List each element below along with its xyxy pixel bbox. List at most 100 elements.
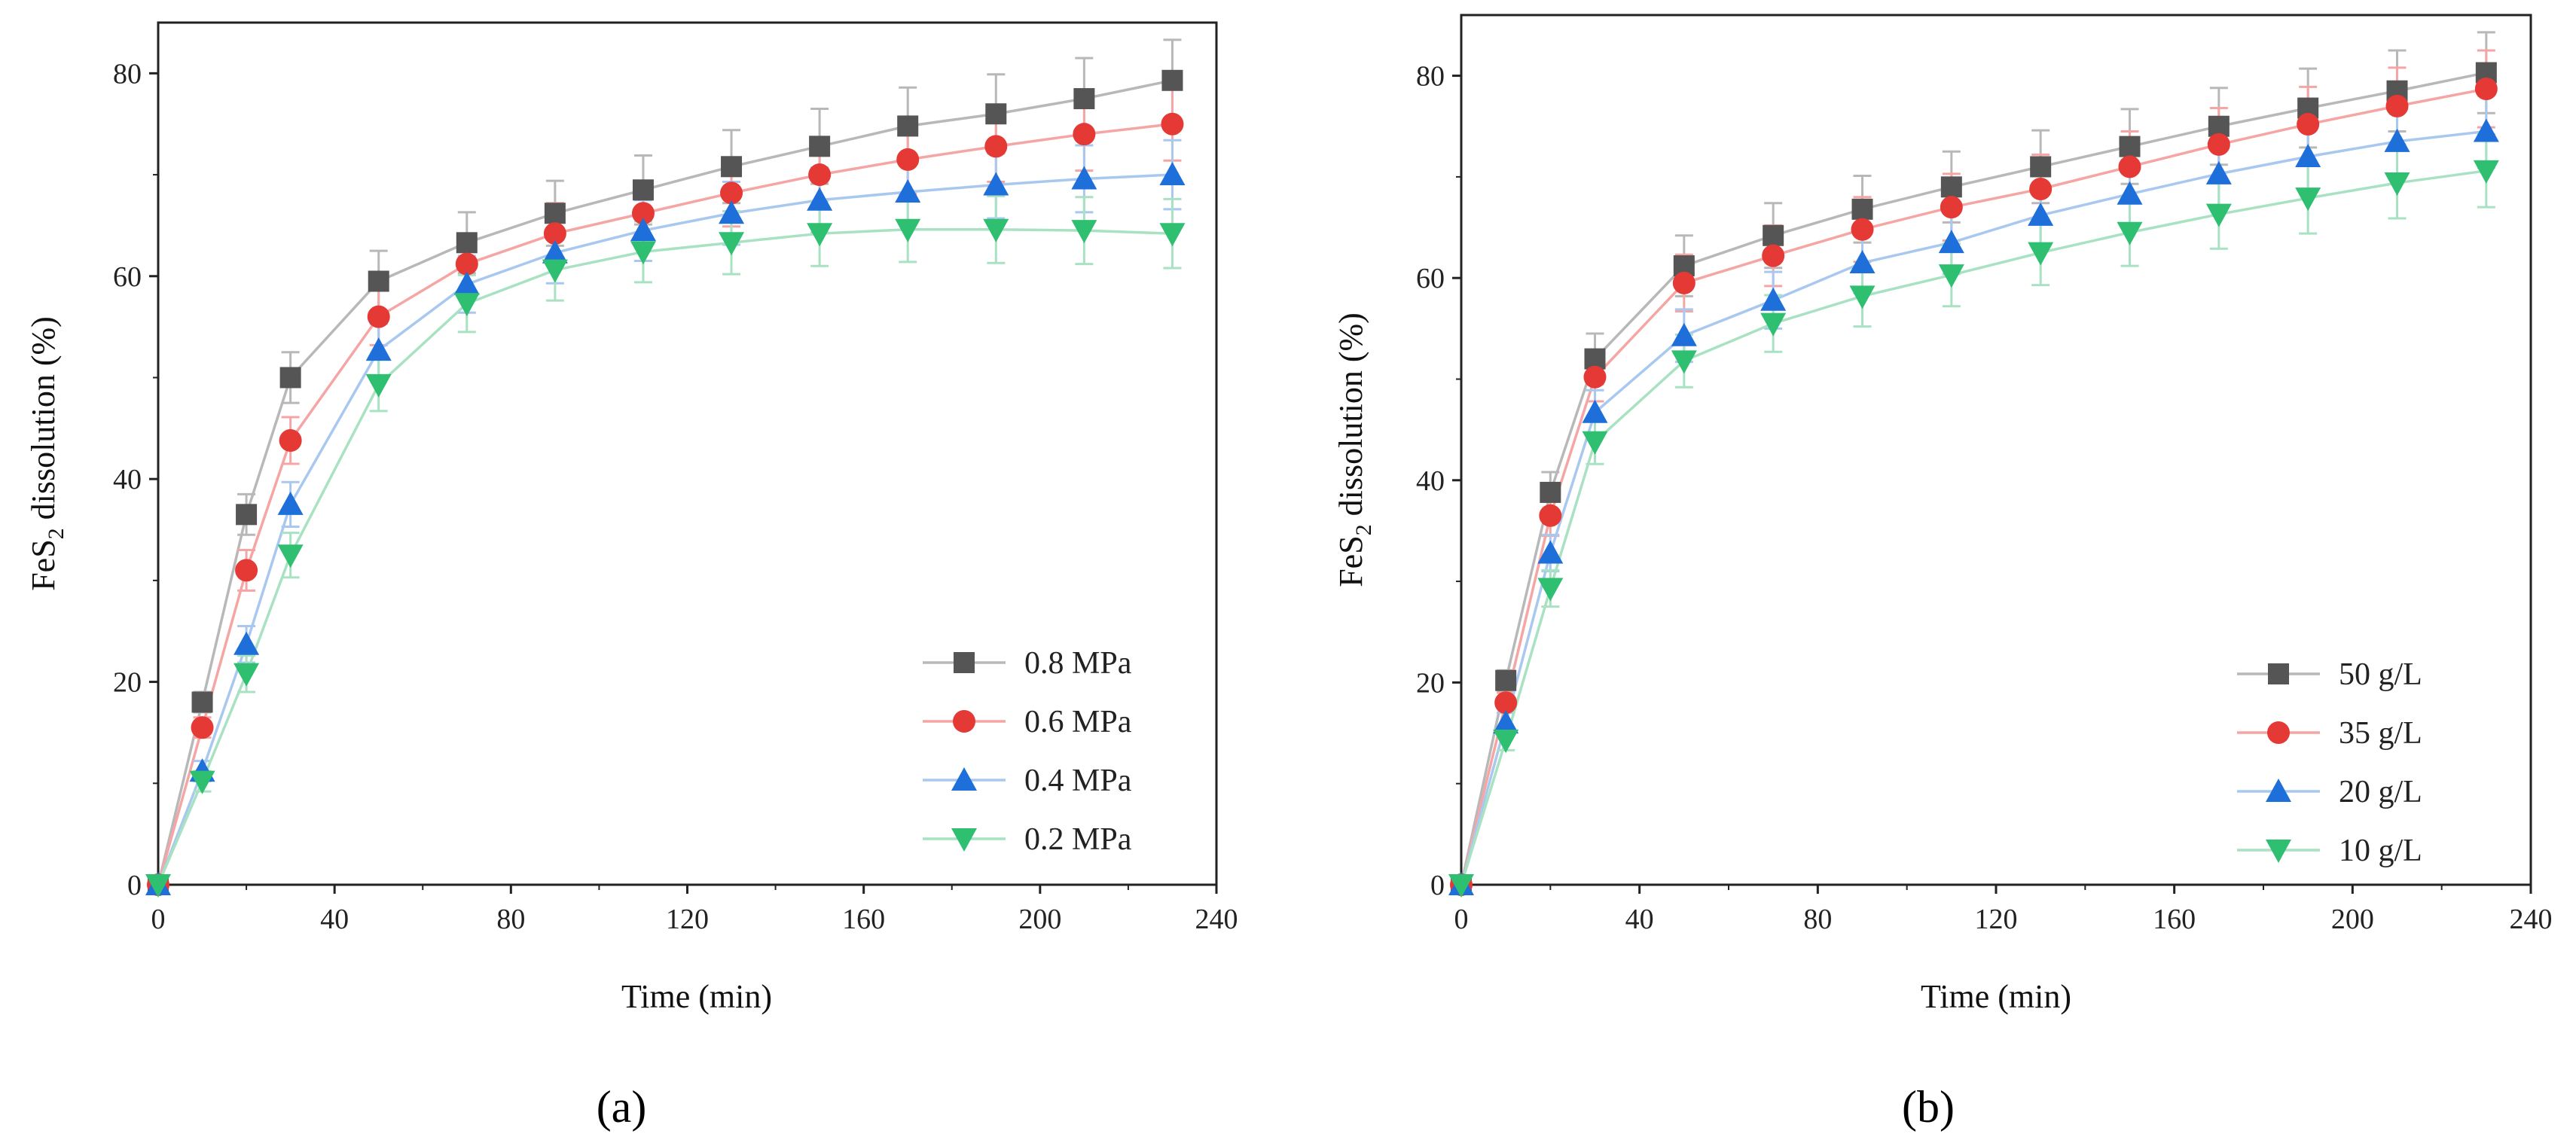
data-point bbox=[895, 178, 921, 203]
data-point bbox=[236, 504, 258, 526]
data-point bbox=[1582, 399, 1608, 423]
data-point bbox=[1493, 729, 1519, 753]
legend-label: 0.4 MPa bbox=[1024, 764, 1132, 798]
series-markers-2 bbox=[1448, 118, 2499, 895]
chart-panel-a: (a) Time (min) 0 40 80 120 160 200 240 0 20 40 60 8… bbox=[25, 21, 1238, 1132]
data-point bbox=[1760, 287, 1787, 311]
data-point bbox=[1851, 198, 1873, 220]
data-point bbox=[1071, 220, 1097, 244]
data-point bbox=[897, 115, 919, 137]
x-tick-label: 200 bbox=[2331, 904, 2374, 935]
data-point bbox=[2205, 203, 2232, 227]
x-axis-title-b: Time (min) bbox=[1921, 978, 2071, 1015]
data-point bbox=[1583, 365, 1607, 389]
series-line bbox=[157, 173, 1173, 885]
data-point bbox=[1537, 540, 1564, 564]
series-3 bbox=[1460, 133, 2495, 885]
data-point bbox=[2029, 178, 2053, 200]
legend-marker bbox=[2266, 779, 2291, 802]
legend-label: 0.8 MPa bbox=[1024, 646, 1132, 681]
data-point bbox=[2119, 136, 2141, 157]
data-point bbox=[2297, 113, 2320, 136]
x-axis-title-a: Time (min) bbox=[621, 978, 772, 1015]
legend-label: 0.6 MPa bbox=[1024, 705, 1132, 739]
legend-marker bbox=[2268, 663, 2289, 684]
series-0 bbox=[157, 38, 1182, 885]
series-line bbox=[1460, 87, 2487, 885]
y-tick-label: 20 bbox=[1416, 667, 1445, 699]
data-point bbox=[1539, 504, 1562, 527]
x-tick-label: 240 bbox=[2510, 904, 2553, 935]
data-point bbox=[2295, 144, 2321, 168]
data-point bbox=[1537, 578, 1564, 602]
data-point bbox=[365, 337, 392, 361]
series-markers-0 bbox=[1451, 62, 2497, 895]
data-point bbox=[896, 148, 920, 171]
y-axis-title-subscript: 2 bbox=[1351, 524, 1376, 535]
x-tick-label: 40 bbox=[320, 904, 349, 935]
data-point bbox=[367, 305, 390, 328]
y-tick-label: 80 bbox=[1416, 61, 1445, 93]
y-axis-title: FeS2 dissolution (%) bbox=[1332, 312, 1376, 587]
series-markers-0 bbox=[148, 69, 1183, 895]
data-point bbox=[1938, 230, 1964, 254]
series-line bbox=[157, 122, 1173, 885]
data-point bbox=[1940, 176, 1962, 198]
legend-label: 0.2 MPa bbox=[1024, 822, 1132, 857]
data-point bbox=[191, 716, 214, 739]
x-tick-label: 0 bbox=[1454, 904, 1469, 935]
data-point bbox=[1159, 162, 1186, 186]
x-tick-label: 160 bbox=[2153, 904, 2196, 935]
data-point bbox=[721, 156, 743, 178]
data-point bbox=[368, 270, 389, 292]
series-markers-3 bbox=[145, 218, 1186, 898]
data-point bbox=[983, 218, 1009, 242]
data-point bbox=[453, 293, 480, 317]
data-point bbox=[1851, 218, 1874, 241]
legend: 50 g/L 35 g/L 20 g/L 10 g/L bbox=[2237, 657, 2422, 868]
legend: 0.8 MPa 0.6 MPa 0.4 MPa 0.2 MPa bbox=[923, 646, 1132, 857]
legend-marker bbox=[2267, 721, 2290, 744]
data-point bbox=[1071, 166, 1097, 190]
data-point bbox=[189, 770, 215, 794]
data-point bbox=[984, 135, 1008, 158]
panel-label-a: (a) bbox=[597, 1082, 647, 1132]
data-point bbox=[1760, 312, 1787, 337]
data-point bbox=[1849, 285, 1876, 309]
legend-label: 50 g/L bbox=[2339, 657, 2422, 692]
data-point bbox=[2028, 202, 2054, 226]
data-point bbox=[233, 663, 260, 687]
y-axis-title-rest: dissolution (%) bbox=[25, 316, 62, 528]
data-point bbox=[719, 232, 745, 256]
chart-panel-b: (b) Time (min) 0 40 80 120 160 200 240 0 20 40 60 8… bbox=[1332, 14, 2553, 1132]
y-tick-label: 0 bbox=[127, 870, 142, 901]
data-point bbox=[542, 239, 568, 264]
data-point bbox=[145, 874, 171, 898]
legend-marker bbox=[951, 767, 977, 791]
plot-frame bbox=[157, 21, 1218, 886]
data-point bbox=[630, 218, 656, 242]
x-tick-label: 0 bbox=[151, 904, 166, 935]
data-point bbox=[632, 179, 654, 201]
data-point bbox=[808, 163, 832, 187]
data-point bbox=[2118, 155, 2141, 178]
y-tick-label: 0 bbox=[1430, 870, 1445, 901]
y-axis-title-main: FeS bbox=[1332, 535, 1369, 587]
x-tick-label: 200 bbox=[1018, 904, 1061, 935]
series-line bbox=[157, 79, 1173, 885]
series-2 bbox=[1460, 93, 2495, 885]
series-markers-3 bbox=[1448, 160, 2499, 898]
series-1 bbox=[1460, 49, 2495, 885]
x-tick-label: 160 bbox=[842, 904, 885, 935]
x-tick-label: 240 bbox=[1195, 904, 1238, 935]
x-tick-label: 40 bbox=[1625, 904, 1654, 935]
data-point bbox=[719, 200, 745, 224]
data-point bbox=[1073, 88, 1095, 110]
data-point bbox=[631, 202, 655, 225]
x-tick-label: 120 bbox=[666, 904, 709, 935]
data-point bbox=[1582, 431, 1608, 455]
data-point bbox=[983, 172, 1009, 196]
legend-label: 10 g/L bbox=[2339, 834, 2422, 868]
data-point bbox=[895, 218, 921, 242]
